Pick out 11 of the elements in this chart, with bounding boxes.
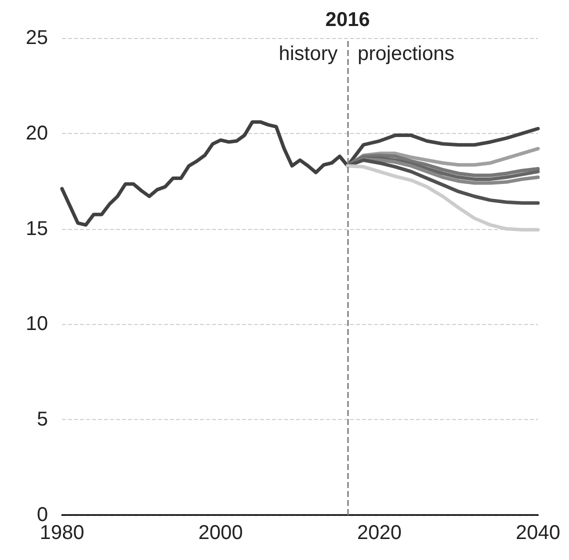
annotation: history [278,43,338,65]
y-tick-label: 15 [26,218,48,240]
ref-line-label: 2016 [325,9,370,31]
y-tick-label: 25 [26,27,48,49]
y-tick-label: 20 [26,122,48,144]
annotation: projections [358,43,454,65]
x-tick-label: 2040 [516,522,560,544]
y-tick-label: 10 [26,313,48,336]
y-tick-label: 5 [36,408,48,431]
x-tick-label: 2020 [357,522,402,544]
x-tick-label: 2000 [198,522,243,544]
